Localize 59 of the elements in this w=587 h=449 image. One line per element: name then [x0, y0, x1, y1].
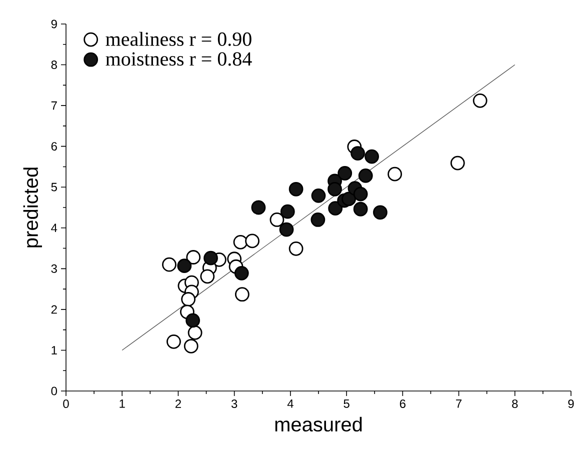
point	[186, 250, 201, 264]
point	[450, 156, 465, 170]
y-tick-label: 3	[51, 264, 57, 273]
y-tick-label: 1	[52, 346, 57, 354]
point	[279, 222, 294, 237]
point	[328, 201, 343, 216]
point	[184, 338, 198, 354]
point	[234, 287, 250, 302]
x-tick-label: 8	[512, 400, 518, 408]
y-tick-label: 8	[51, 60, 57, 70]
y-tick-label: 6	[51, 142, 57, 151]
point	[353, 202, 368, 216]
point	[162, 257, 176, 272]
x-tick-label: 5	[344, 400, 350, 408]
point	[166, 334, 181, 349]
point	[288, 182, 304, 196]
x-tick-label: 3	[231, 400, 238, 408]
point	[472, 93, 488, 108]
point	[338, 166, 352, 180]
y-tick-label: 2	[51, 305, 57, 314]
point	[186, 313, 200, 328]
y-tick-label: 7	[51, 101, 57, 110]
point	[342, 192, 356, 206]
point	[328, 182, 342, 196]
x-tick-label: 0	[63, 400, 69, 408]
point	[204, 250, 218, 266]
point	[245, 234, 260, 248]
point	[234, 266, 249, 280]
point	[388, 166, 402, 182]
x-tick-label: 6	[400, 400, 406, 408]
x-tick-label: 9	[568, 400, 574, 408]
y-tick-label: 4	[51, 224, 58, 232]
point	[233, 234, 248, 250]
point	[373, 205, 388, 220]
x-tick-label: 1	[120, 400, 125, 408]
y-axis-title: predicted	[23, 168, 42, 248]
point	[181, 292, 196, 306]
x-tick-label: 4	[287, 400, 294, 408]
point	[270, 212, 284, 227]
point	[177, 258, 192, 274]
point	[251, 200, 266, 215]
x-tick-label: 7	[456, 400, 462, 408]
legend-label: moistness r = 0.84	[106, 52, 252, 66]
point	[280, 204, 295, 219]
point	[188, 325, 202, 340]
y-tick-label: 9	[51, 20, 57, 28]
y-tick-label: 0	[51, 386, 58, 396]
point	[200, 269, 215, 284]
x-axis-title: measured	[275, 416, 362, 432]
point	[353, 186, 368, 202]
point	[311, 188, 326, 203]
point	[364, 149, 379, 164]
x-tick-label: 2	[175, 400, 181, 408]
point	[288, 241, 304, 256]
legend-label: mealiness r = 0.90	[106, 32, 252, 46]
point	[310, 212, 326, 227]
point	[350, 146, 365, 160]
point	[358, 168, 373, 183]
y-tick-label: 5	[51, 182, 57, 192]
